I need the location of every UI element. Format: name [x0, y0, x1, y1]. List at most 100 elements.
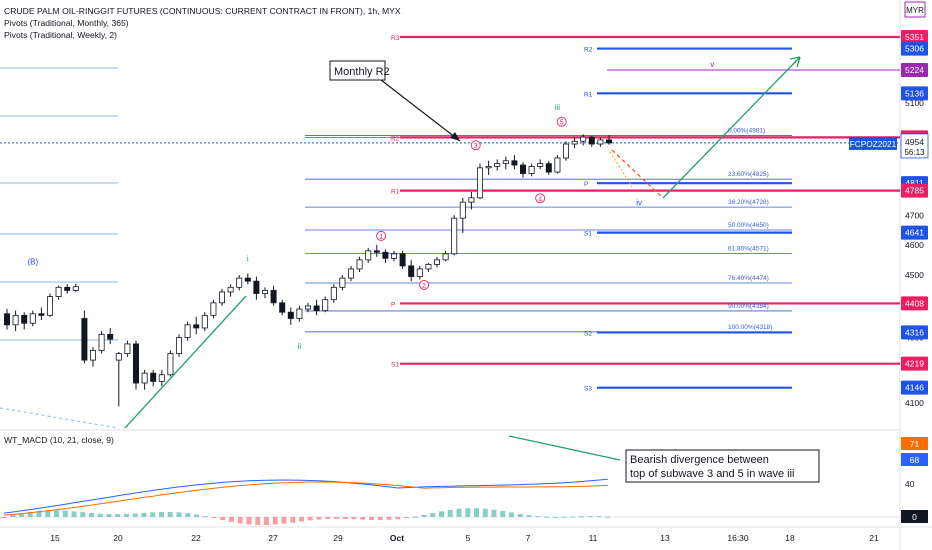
price-badge[interactable] — [901, 380, 928, 395]
candle[interactable] — [606, 135, 613, 145]
candle[interactable] — [150, 369, 157, 387]
wave-i-trendline[interactable] — [124, 295, 247, 429]
bearish-divergence-line[interactable] — [508, 435, 621, 461]
candle[interactable] — [545, 160, 552, 175]
candle[interactable] — [563, 141, 570, 161]
candle[interactable] — [98, 331, 105, 354]
candle[interactable] — [520, 162, 527, 178]
candle[interactable] — [236, 275, 243, 291]
last-price-badge[interactable] — [900, 133, 929, 159]
candle[interactable] — [279, 299, 286, 316]
candle[interactable] — [468, 192, 475, 210]
price-badge[interactable] — [901, 183, 928, 198]
wave-iv-projection[interactable] — [611, 149, 664, 199]
candle[interactable] — [253, 276, 260, 300]
candle[interactable] — [55, 285, 62, 300]
candle[interactable] — [390, 250, 397, 262]
divergence-callout-box[interactable] — [625, 449, 820, 483]
candle[interactable] — [296, 305, 303, 322]
macd-zero-badge[interactable] — [901, 510, 928, 523]
candle[interactable] — [365, 247, 372, 263]
candle[interactable] — [270, 285, 277, 306]
candle[interactable] — [201, 312, 208, 332]
candle[interactable] — [184, 321, 191, 341]
macd-line-badge[interactable] — [901, 453, 928, 466]
candle[interactable] — [537, 159, 544, 170]
candle[interactable] — [347, 265, 354, 282]
price-badge[interactable] — [901, 356, 928, 371]
candle[interactable] — [485, 160, 492, 175]
candle[interactable] — [107, 327, 114, 344]
candle[interactable] — [90, 347, 97, 367]
contract-badge[interactable] — [849, 136, 897, 150]
candle[interactable] — [511, 155, 518, 170]
candle[interactable] — [476, 163, 483, 200]
subwave-label[interactable]: 2 — [422, 283, 426, 290]
candle[interactable] — [330, 284, 337, 303]
candle[interactable] — [210, 299, 217, 319]
price-axis[interactable]: 4100430045004600470051005351530652245136… — [849, 1, 929, 523]
candle[interactable] — [227, 284, 234, 297]
candle[interactable] — [158, 369, 165, 387]
candle[interactable] — [442, 250, 449, 262]
candle[interactable] — [339, 275, 346, 291]
candle[interactable] — [132, 340, 139, 390]
price-badge[interactable] — [901, 62, 928, 77]
subwave-label[interactable]: 4 — [538, 196, 542, 203]
price-badge[interactable] — [901, 296, 928, 311]
candle[interactable] — [218, 288, 225, 306]
candle[interactable] — [12, 310, 19, 332]
wave-label[interactable]: iii — [555, 103, 561, 112]
subwave-label[interactable]: 1 — [379, 234, 383, 241]
candle[interactable] — [451, 215, 458, 256]
monthly-pivot-indicator-label[interactable]: Pivots (Traditional, Monthly, 365) — [4, 18, 129, 28]
monthly-r2-callout-box[interactable] — [329, 60, 386, 81]
candle[interactable] — [580, 134, 587, 146]
candle[interactable] — [115, 351, 122, 407]
weekly-pivot-indicator-label[interactable]: Pivots (Traditional, Weekly, 2) — [4, 30, 117, 40]
price-badge[interactable] — [901, 225, 928, 240]
candle[interactable] — [124, 340, 131, 357]
candle[interactable] — [416, 265, 423, 280]
candle[interactable] — [459, 197, 466, 233]
candle[interactable] — [193, 316, 200, 335]
candle[interactable] — [287, 307, 294, 325]
candle[interactable] — [399, 250, 406, 269]
candle[interactable] — [47, 293, 54, 317]
candle[interactable] — [4, 309, 10, 330]
price-badge[interactable] — [901, 86, 928, 101]
subwave-label[interactable]: 5 — [560, 120, 564, 127]
candle[interactable] — [313, 299, 320, 316]
candle[interactable] — [571, 137, 578, 149]
currency-badge[interactable] — [904, 1, 926, 18]
wave-label[interactable]: ii — [298, 342, 302, 351]
candle[interactable] — [29, 310, 36, 327]
candle[interactable] — [373, 244, 380, 257]
macd-title[interactable]: WT_MACD (10, 21, close, 9) — [4, 435, 114, 445]
candle[interactable] — [21, 312, 28, 330]
candle[interactable] — [175, 334, 182, 357]
candle[interactable] — [554, 155, 561, 174]
candle[interactable] — [433, 256, 440, 268]
price-badge[interactable] — [901, 29, 928, 44]
candle[interactable] — [408, 259, 415, 282]
candle[interactable] — [72, 283, 79, 292]
candle[interactable] — [322, 296, 329, 313]
macd-signal-line[interactable] — [3, 481, 608, 516]
candle[interactable] — [502, 156, 509, 170]
candle[interactable] — [425, 262, 432, 272]
price-badge[interactable] — [901, 41, 928, 56]
candle[interactable] — [528, 163, 535, 177]
wave-label[interactable]: (B) — [27, 257, 38, 266]
candle[interactable] — [64, 284, 71, 294]
candle[interactable] — [81, 310, 88, 364]
wave-label[interactable]: v — [710, 60, 714, 69]
time-axis[interactable]: 15 20 22 27 29 Oct 5 7 11 13 16:30 18 21 — [50, 533, 879, 543]
candle[interactable] — [356, 256, 363, 272]
candle[interactable] — [382, 249, 389, 263]
candle[interactable] — [167, 350, 174, 377]
subwave-label[interactable]: 3 — [474, 143, 478, 150]
candle[interactable] — [261, 287, 268, 299]
candle[interactable] — [304, 302, 311, 313]
